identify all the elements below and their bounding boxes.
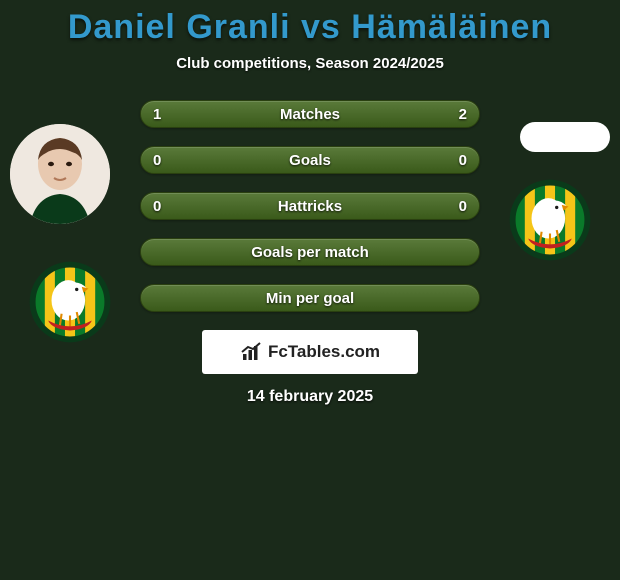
stat-left-value: 1: [153, 106, 173, 123]
stats-list: 1 Matches 2 0 Goals 0 0 Hattricks 0 Goal…: [0, 100, 620, 312]
stat-label: Goals per match: [251, 244, 369, 261]
bar-chart-icon: [240, 340, 264, 364]
branding-box: FcTables.com: [202, 330, 418, 374]
stat-label: Hattricks: [278, 198, 342, 215]
stat-row: 0 Hattricks 0: [140, 192, 480, 220]
stat-row: 1 Matches 2: [140, 100, 480, 128]
page-title: Daniel Granli vs Hämäläinen: [0, 8, 620, 47]
snapshot-date: 14 february 2025: [0, 388, 620, 406]
stat-label: Matches: [280, 106, 340, 123]
stat-left-value: 0: [153, 152, 173, 169]
stat-label: Goals: [289, 152, 331, 169]
stat-row: 0 Goals 0: [140, 146, 480, 174]
stat-left-value: 0: [153, 198, 173, 215]
stat-right-value: 0: [447, 152, 467, 169]
comparison-card: Daniel Granli vs Hämäläinen Club competi…: [0, 0, 620, 406]
stat-row: Min per goal: [140, 284, 480, 312]
stat-right-value: 0: [447, 198, 467, 215]
stat-right-value: 2: [447, 106, 467, 123]
stat-label: Min per goal: [266, 290, 354, 307]
stat-row: Goals per match: [140, 238, 480, 266]
season-subtitle: Club competitions, Season 2024/2025: [0, 55, 620, 72]
branding-text: FcTables.com: [268, 342, 380, 362]
